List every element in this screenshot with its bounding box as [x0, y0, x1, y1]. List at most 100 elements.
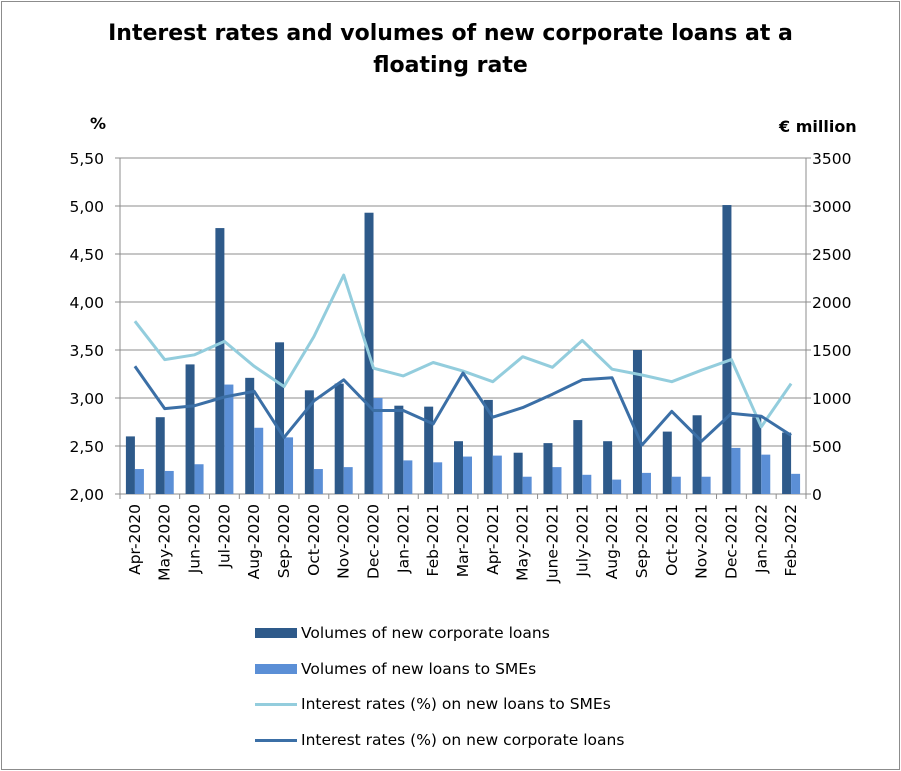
right-axis-tick-label: 0	[812, 486, 822, 504]
left-axis-tick-label: 5,50	[69, 150, 104, 168]
legend-swatch-corporate-volumes	[255, 628, 297, 638]
x-axis-tick-label: Oct-2021	[663, 504, 681, 576]
legend-item-corporate-rates: Interest rates (%) on new corporate loan…	[255, 729, 624, 751]
right-axis-tick-label: 3500	[812, 150, 851, 168]
bar-sme-volume	[343, 467, 353, 494]
x-axis-tick-label: Sep-2021	[633, 504, 651, 578]
bar-sme-volume	[582, 474, 592, 494]
x-axis-tick-label: Aug-2020	[245, 504, 263, 579]
x-axis-tick-label: Feb-2022	[782, 504, 800, 576]
legend-item-corporate-volumes: Volumes of new corporate loans	[255, 622, 550, 644]
bar-corporate-volume	[752, 417, 762, 494]
bar-corporate-volume	[275, 342, 285, 494]
bar-corporate-volume	[185, 364, 195, 494]
bar-sme-volume	[313, 469, 323, 494]
bar-sme-volume	[254, 427, 264, 494]
legend-label-corporate-volumes: Volumes of new corporate loans	[301, 624, 550, 642]
bar-sme-volume	[373, 398, 383, 494]
x-axis-tick-label: Jan-2022	[752, 504, 770, 574]
x-axis-tick-label: Aug-2021	[603, 504, 621, 579]
legend-item-sme-volumes: Volumes of new loans to SMEs	[255, 658, 536, 680]
bar-corporate-volume	[632, 350, 642, 494]
right-axis-tick-label: 1000	[812, 390, 851, 408]
bar-corporate-volume	[155, 417, 165, 494]
legend-label-sme-volumes: Volumes of new loans to SMEs	[301, 660, 537, 678]
x-axis-tick-label: May-2020	[156, 504, 174, 581]
right-axis-tick-label: 1500	[812, 342, 851, 360]
bar-corporate-volume	[603, 441, 613, 494]
x-axis-tick-label: Apr-2020	[126, 504, 144, 575]
right-axis-tick-label: 3000	[812, 198, 851, 216]
bar-sme-volume	[731, 447, 741, 494]
bar-corporate-volume	[483, 399, 493, 494]
x-axis-tick-label: Nov-2021	[693, 504, 711, 579]
bar-sme-volume	[463, 456, 472, 494]
right-axis-unit-label: € million	[779, 117, 857, 136]
x-axis-tick-label: Dec-2021	[722, 504, 740, 579]
bar-corporate-volume	[394, 405, 404, 494]
bar-sme-volume	[641, 472, 651, 494]
legend-label-corporate-rates: Interest rates (%) on new corporate loan…	[301, 731, 625, 749]
bar-corporate-volume	[125, 436, 135, 494]
x-axis-tick-label: Mar-2021	[454, 504, 472, 577]
left-axis-tick-label: 4,50	[69, 246, 104, 264]
chart-title: Interest rates and volumes of new corpor…	[0, 18, 901, 82]
bar-sme-volume	[761, 454, 771, 494]
x-axis-tick-label: Jul-2020	[215, 504, 233, 569]
bar-corporate-volume	[573, 420, 583, 494]
bar-sme-volume	[164, 470, 174, 494]
bar-sme-volume	[433, 462, 443, 494]
bar-sme-volume	[403, 460, 413, 494]
x-axis-tick-label: Apr-2021	[484, 504, 502, 575]
legend-swatch-corporate-rates	[255, 738, 297, 742]
bar-corporate-volume	[215, 228, 225, 494]
line-corporate-rates	[133, 365, 792, 447]
x-axis-tick-label: Sep-2020	[275, 504, 293, 578]
left-axis-tick-label: 5,00	[69, 198, 104, 216]
x-axis-tick-label: Dec-2020	[365, 504, 383, 579]
bar-sme-volume	[492, 455, 502, 494]
x-axis-tick-label: Oct-2020	[305, 504, 323, 576]
chart-title-line-1: Interest rates and volumes of new corpor…	[108, 21, 793, 46]
bar-corporate-volume	[245, 377, 255, 494]
chart-title-line-2: floating rate	[373, 53, 528, 78]
bar-corporate-volume	[722, 205, 732, 495]
x-axis-tick-label: Nov-2020	[335, 504, 353, 579]
bar-corporate-volume	[424, 406, 434, 494]
bar-corporate-volume	[662, 431, 672, 494]
x-axis-tick-label: Jan-2021	[394, 504, 412, 574]
left-axis-unit-label: %	[90, 114, 107, 133]
bar-sme-volume	[522, 476, 532, 494]
bar-corporate-volume	[692, 415, 702, 494]
x-axis-tick-label: May-2021	[514, 504, 532, 581]
bar-corporate-volume	[782, 432, 792, 494]
right-axis-tick-label: 2500	[812, 246, 851, 264]
legend-swatch-sme-volumes	[255, 664, 297, 674]
bar-sme-volume	[671, 476, 681, 494]
right-axis-tick-label: 500	[812, 438, 842, 456]
bar-sme-volume	[224, 384, 234, 494]
bar-sme-volume	[134, 469, 144, 494]
bar-sme-volume	[791, 473, 801, 494]
bar-corporate-volume	[334, 383, 344, 494]
left-axis-tick-label: 2,00	[69, 486, 104, 504]
bar-sme-volume	[284, 437, 294, 494]
left-axis-tick-label: 3,00	[69, 390, 104, 408]
x-axis-tick-label: Jun-2020	[186, 504, 204, 574]
x-axis-tick-label: Feb-2021	[424, 504, 442, 576]
left-axis-tick-label: 3,50	[69, 342, 104, 360]
bar-corporate-volume	[543, 443, 553, 494]
legend-swatch-sme-rates	[255, 702, 297, 706]
bar-corporate-volume	[513, 452, 523, 494]
x-axis-tick-label: July-2021	[573, 504, 591, 578]
bar-sme-volume	[552, 467, 562, 494]
bar-sme-volume	[194, 464, 204, 494]
left-axis-tick-label: 4,00	[69, 294, 104, 312]
bar-corporate-volume	[454, 441, 463, 494]
bar-sme-volume	[701, 476, 711, 494]
right-axis-tick-label: 2000	[812, 294, 851, 312]
bar-sme-volume	[612, 479, 622, 494]
line-sme-rates	[133, 273, 793, 429]
legend-label-sme-rates: Interest rates (%) on new loans to SMEs	[301, 695, 611, 713]
